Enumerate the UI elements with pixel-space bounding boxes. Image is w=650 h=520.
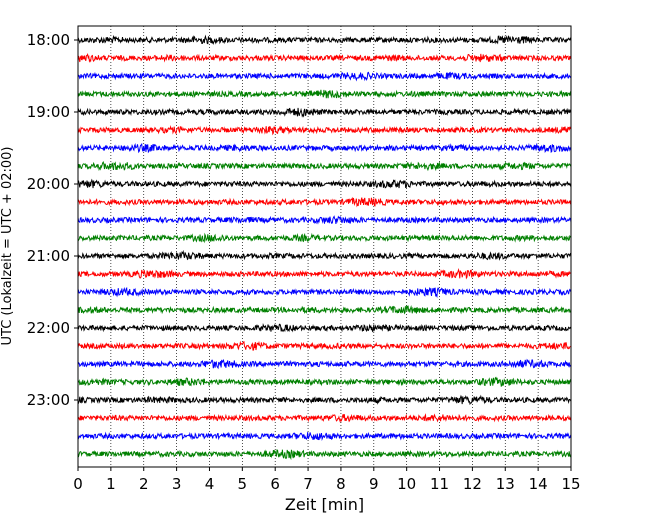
trace-1815 (77, 53, 572, 63)
trace-2045 (77, 232, 572, 244)
trace-2000 (77, 178, 572, 189)
x-tick-label: 14 (529, 475, 548, 493)
x-tick-label: 6 (270, 475, 280, 493)
trace-1930 (77, 142, 572, 154)
x-tick-label: 9 (369, 475, 379, 493)
x-axis: 0 1 2 3 4 5 6 7 8 9 10 11 12 13 14 15 (73, 467, 581, 493)
trace-1830 (77, 71, 572, 82)
x-tick-label: 11 (430, 475, 449, 493)
trace-2245 (77, 376, 572, 387)
x-tick-label: 2 (139, 475, 149, 493)
y-tick-label: 23:00 (27, 391, 70, 409)
trace-2300 (77, 394, 572, 406)
x-axis-label: Zeit [min] (285, 495, 364, 514)
x-tick-label: 12 (463, 475, 482, 493)
x-tick-label: 10 (397, 475, 416, 493)
trace-2145 (77, 305, 572, 315)
x-tick-label: 4 (205, 475, 215, 493)
trace-1945 (77, 160, 572, 172)
trace-1845 (77, 89, 572, 99)
trace-1915 (77, 125, 572, 136)
x-tick-label: 0 (73, 475, 83, 493)
y-tick-label: 19:00 (27, 103, 70, 121)
trace-2130 (77, 286, 572, 299)
y-axis-label: UTC (Lokalzeit = UTC + 02:00) (0, 147, 15, 346)
traces (77, 34, 572, 461)
x-tick-label: 15 (561, 475, 580, 493)
x-tick-label: 5 (238, 475, 248, 493)
x-tick-label: 8 (336, 475, 346, 493)
trace-2230 (77, 358, 572, 370)
trace-2345 (77, 449, 572, 461)
trace-2330 (77, 431, 572, 441)
y-axis: 18:00 19:00 20:00 21:00 22:00 23:00 (27, 31, 78, 409)
trace-2015 (77, 196, 572, 208)
x-tick-label: 3 (172, 475, 182, 493)
trace-2030 (77, 215, 572, 225)
x-tick-label: 13 (496, 475, 515, 493)
x-tick-label: 1 (106, 475, 116, 493)
plot-frame (77, 25, 572, 468)
y-tick-label: 22:00 (27, 319, 70, 337)
trace-2315 (77, 413, 572, 424)
y-tick-label: 21:00 (27, 247, 70, 265)
trace-2115 (77, 267, 572, 280)
y-tick-label: 18:00 (27, 31, 70, 49)
trace-2200 (77, 322, 572, 333)
trace-1800 (77, 34, 572, 46)
trace-2215 (77, 340, 572, 351)
y-tick-label: 20:00 (27, 175, 70, 193)
trace-1900 (77, 107, 572, 118)
trace-2100 (77, 249, 572, 261)
x-tick-label: 7 (303, 475, 313, 493)
